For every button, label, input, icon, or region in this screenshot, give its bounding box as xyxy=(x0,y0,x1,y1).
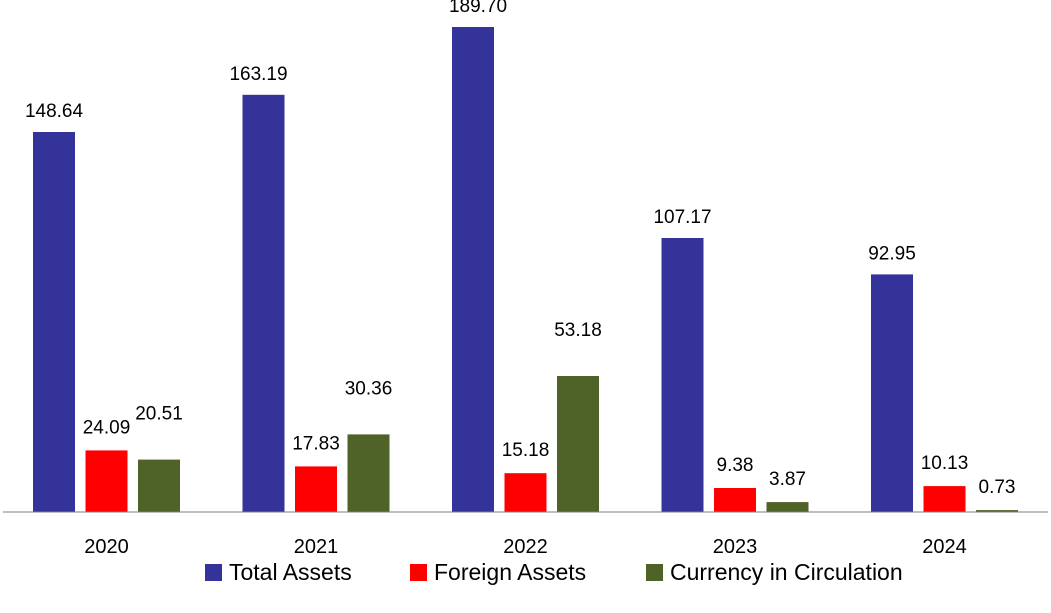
bar-foreign-assets-2024 xyxy=(923,486,966,512)
bar-total-assets-2020 xyxy=(33,132,75,512)
legend-swatch-foreign-assets xyxy=(410,564,427,581)
data-label-currency-in-circulation-2021: 30.36 xyxy=(345,378,393,399)
x-tick-label-2020: 2020 xyxy=(84,536,129,558)
data-label-foreign-assets-2023: 9.38 xyxy=(717,455,754,476)
legend-label-foreign-assets: Foreign Assets xyxy=(434,559,586,585)
x-tick-label-2021: 2021 xyxy=(294,536,339,558)
bars-layer xyxy=(33,27,1018,513)
bar-currency-in-circulation-2023 xyxy=(766,502,809,512)
bar-total-assets-2023 xyxy=(661,238,704,512)
bar-total-assets-2021 xyxy=(242,94,285,513)
legend-label-currency-in-circulation: Currency in Circulation xyxy=(670,559,903,585)
bar-currency-in-circulation-2020 xyxy=(138,459,180,512)
x-tick-label-2023: 2023 xyxy=(713,536,758,558)
data-label-total-assets-2024: 92.95 xyxy=(868,243,916,264)
bar-foreign-assets-2023 xyxy=(714,488,756,512)
x-tick-label-2024: 2024 xyxy=(922,536,967,558)
data-label-foreign-assets-2021: 17.83 xyxy=(292,433,340,454)
data-label-currency-in-circulation-2022: 53.18 xyxy=(554,320,602,341)
legend-swatch-total-assets xyxy=(205,564,222,581)
bar-currency-in-circulation-2022 xyxy=(557,376,599,512)
legend: Total Assets Foreign Assets Currency in Ci… xyxy=(205,559,903,585)
data-label-total-assets-2020: 148.64 xyxy=(25,101,84,122)
data-label-currency-in-circulation-2023: 3.87 xyxy=(769,469,806,490)
x-tick-label-2022: 2022 xyxy=(503,536,548,558)
bar-foreign-assets-2020 xyxy=(85,450,128,512)
data-label-total-assets-2022: 189.70 xyxy=(449,0,507,17)
bar-foreign-assets-2022 xyxy=(504,473,547,512)
data-label-currency-in-circulation-2020: 20.51 xyxy=(135,404,183,425)
legend-label-total-assets: Total Assets xyxy=(229,559,352,585)
data-label-foreign-assets-2022: 15.18 xyxy=(502,440,550,461)
bar-foreign-assets-2021 xyxy=(295,466,337,512)
legend-swatch-currency-in-circulation xyxy=(646,564,663,581)
data-label-total-assets-2023: 107.17 xyxy=(653,207,711,228)
bar-total-assets-2022 xyxy=(452,27,494,512)
x-axis-ticks: 2020 2021 2022 2023 2024 xyxy=(84,536,967,558)
data-label-foreign-assets-2020: 24.09 xyxy=(83,417,131,438)
data-label-total-assets-2021: 163.19 xyxy=(229,64,287,85)
bar-currency-in-circulation-2021 xyxy=(347,434,390,512)
bar-currency-in-circulation-2024 xyxy=(976,510,1018,512)
bar-total-assets-2024 xyxy=(871,274,913,512)
data-label-foreign-assets-2024: 10.13 xyxy=(921,453,969,474)
data-label-currency-in-circulation-2024: 0.73 xyxy=(979,477,1016,498)
